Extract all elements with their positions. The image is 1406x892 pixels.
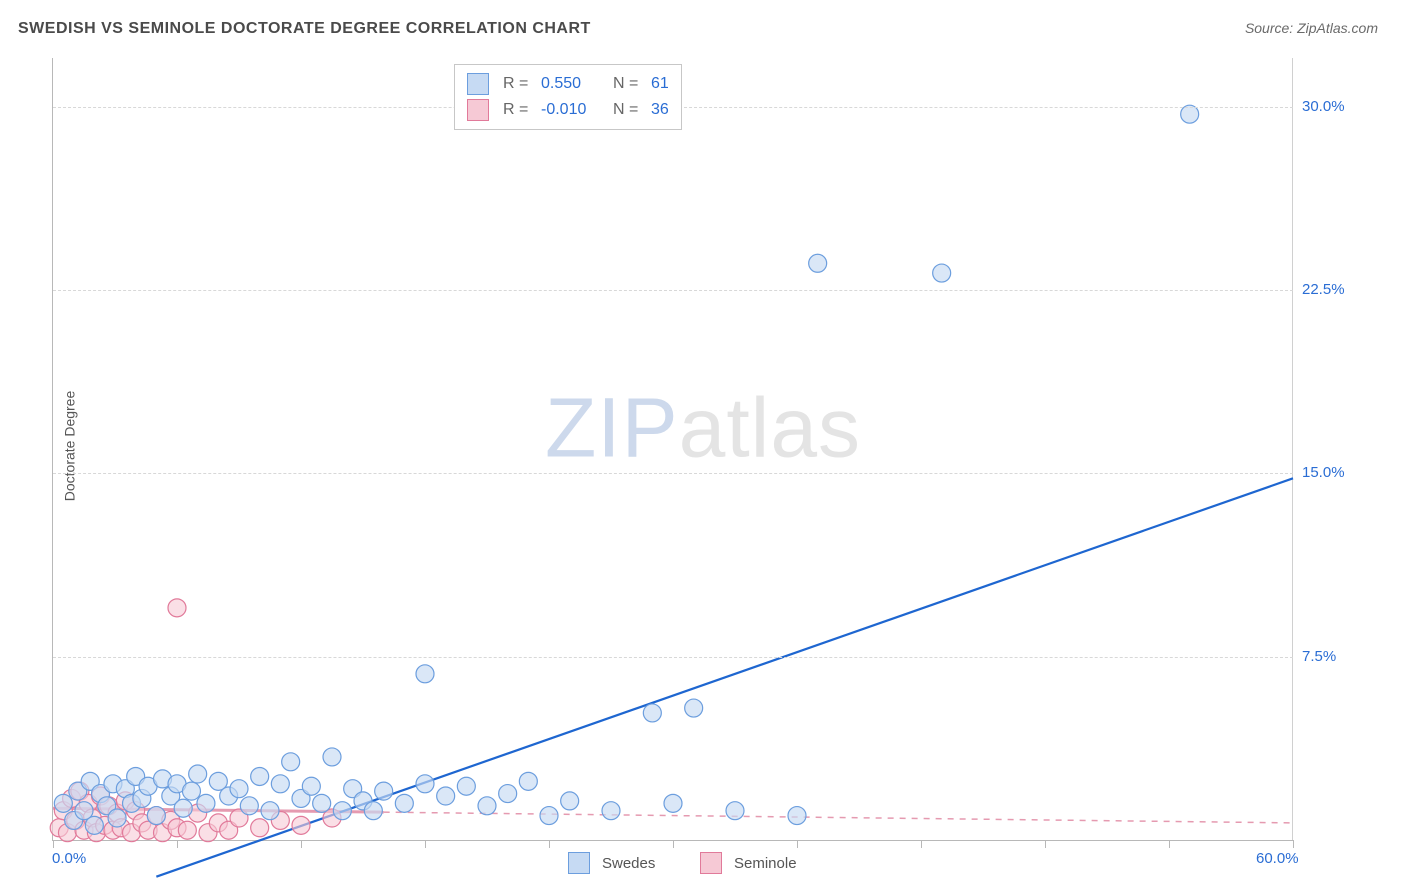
- r-label: R =: [503, 97, 531, 123]
- x-tick: [301, 840, 302, 848]
- n-value: 61: [651, 71, 669, 97]
- x-axis-max-label: 60.0%: [1256, 850, 1299, 867]
- seminole-swatch: [467, 99, 489, 121]
- x-tick: [1169, 840, 1170, 848]
- chart-svg: [53, 58, 1293, 840]
- r-value: -0.010: [541, 97, 603, 123]
- n-label: N =: [613, 71, 641, 97]
- chart-title: SWEDISH VS SEMINOLE DOCTORATE DEGREE COR…: [18, 20, 591, 38]
- x-tick: [425, 840, 426, 848]
- y-tick-label: 22.5%: [1302, 281, 1345, 298]
- gridline: [53, 473, 1293, 474]
- correlation-legend: R = 0.550 N = 61 R = -0.010 N = 36: [454, 64, 682, 130]
- legend-row-swedes: R = 0.550 N = 61: [467, 71, 669, 97]
- source-attribution: Source: ZipAtlas.com: [1245, 20, 1378, 36]
- n-label: N =: [613, 97, 641, 123]
- x-tick: [673, 840, 674, 848]
- swedes-swatch: [568, 852, 590, 874]
- series-label: Swedes: [602, 855, 655, 872]
- y-tick-label: 7.5%: [1302, 648, 1336, 665]
- x-tick: [177, 840, 178, 848]
- chart-plot-area: [52, 58, 1293, 841]
- legend-row-seminole: R = -0.010 N = 36: [467, 97, 669, 123]
- y-tick-label: 30.0%: [1302, 98, 1345, 115]
- gridline: [53, 657, 1293, 658]
- series-legend-seminole: Seminole: [700, 852, 797, 874]
- r-value: 0.550: [541, 71, 603, 97]
- series-label: Seminole: [734, 855, 797, 872]
- x-tick: [921, 840, 922, 848]
- x-tick: [1045, 840, 1046, 848]
- y-tick-label: 15.0%: [1302, 464, 1345, 481]
- n-value: 36: [651, 97, 669, 123]
- x-tick: [549, 840, 550, 848]
- x-tick: [1293, 840, 1294, 848]
- r-label: R =: [503, 71, 531, 97]
- seminole-swatch: [700, 852, 722, 874]
- x-tick: [797, 840, 798, 848]
- x-axis-min-label: 0.0%: [52, 850, 86, 867]
- gridline: [53, 290, 1293, 291]
- series-legend-swedes: Swedes: [568, 852, 655, 874]
- x-tick: [53, 840, 54, 848]
- swedes-swatch: [467, 73, 489, 95]
